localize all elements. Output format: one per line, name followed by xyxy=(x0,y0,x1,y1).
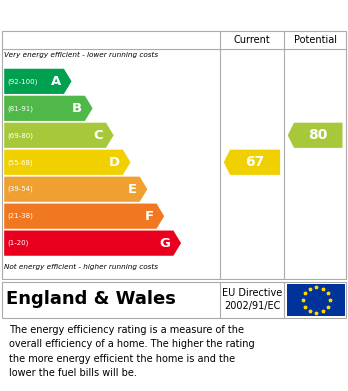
Text: Current: Current xyxy=(234,35,270,45)
Polygon shape xyxy=(4,96,93,121)
Text: Potential: Potential xyxy=(294,35,337,45)
Polygon shape xyxy=(224,150,280,175)
Polygon shape xyxy=(4,231,181,256)
Text: E: E xyxy=(128,183,137,196)
Text: D: D xyxy=(109,156,120,169)
Polygon shape xyxy=(4,123,114,148)
Text: 80: 80 xyxy=(308,128,327,142)
Bar xyxy=(2,282,346,317)
Text: A: A xyxy=(51,75,61,88)
Text: EU Directive
2002/91/EC: EU Directive 2002/91/EC xyxy=(222,288,282,311)
Text: (92-100): (92-100) xyxy=(7,78,37,84)
Text: (81-91): (81-91) xyxy=(7,105,33,111)
Polygon shape xyxy=(4,69,72,94)
Text: Not energy efficient - higher running costs: Not energy efficient - higher running co… xyxy=(4,264,158,270)
Polygon shape xyxy=(4,177,147,202)
Text: (39-54): (39-54) xyxy=(7,186,33,192)
Polygon shape xyxy=(4,150,130,175)
Text: F: F xyxy=(145,210,154,223)
Polygon shape xyxy=(4,204,164,229)
Text: G: G xyxy=(160,237,171,249)
Text: B: B xyxy=(72,102,82,115)
Text: (69-80): (69-80) xyxy=(7,132,33,138)
Polygon shape xyxy=(288,123,342,148)
Text: (1-20): (1-20) xyxy=(7,240,28,246)
Text: (21-38): (21-38) xyxy=(7,213,33,219)
Text: Very energy efficient - lower running costs: Very energy efficient - lower running co… xyxy=(4,52,158,58)
Text: The energy efficiency rating is a measure of the
overall efficiency of a home. T: The energy efficiency rating is a measur… xyxy=(9,325,254,378)
Text: England & Wales: England & Wales xyxy=(6,290,176,308)
Text: C: C xyxy=(94,129,103,142)
Text: (55-68): (55-68) xyxy=(7,159,33,165)
Text: 67: 67 xyxy=(245,155,264,169)
Text: Energy Efficiency Rating: Energy Efficiency Rating xyxy=(9,7,230,23)
Bar xyxy=(287,284,345,316)
